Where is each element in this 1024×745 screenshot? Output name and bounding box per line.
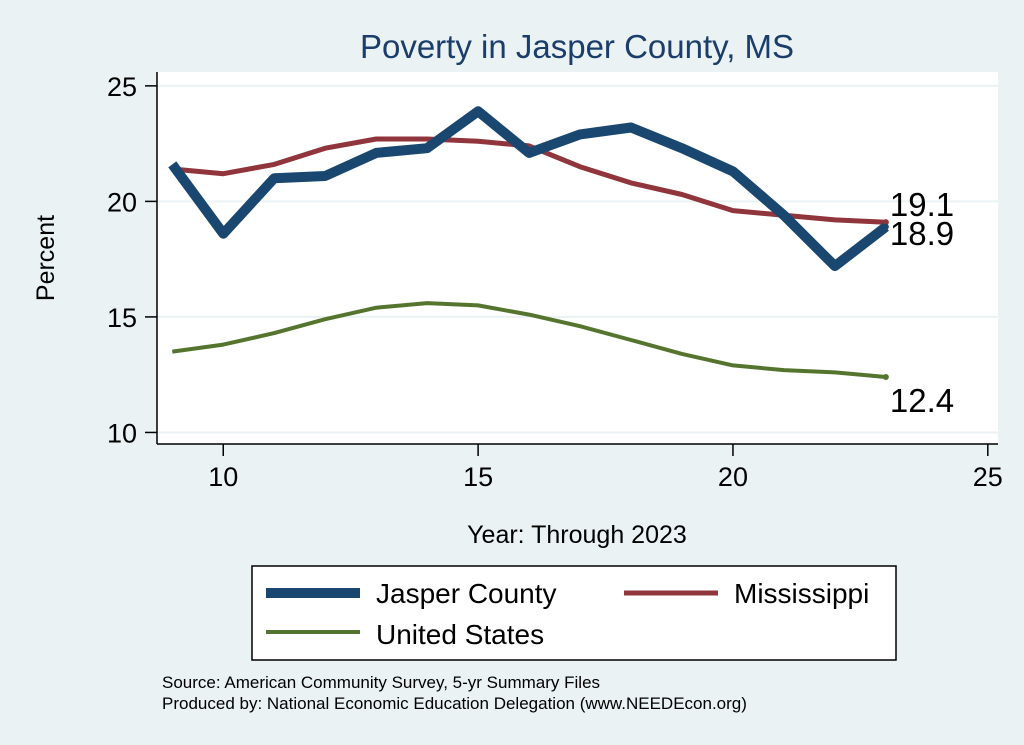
- legend-label-mississippi: Mississippi: [734, 578, 869, 609]
- chart-title: Poverty in Jasper County, MS: [360, 28, 794, 65]
- end-point-mississippi: [882, 219, 889, 226]
- y-axis-label: Percent: [32, 215, 60, 301]
- x-tick-label-15: 15: [463, 462, 493, 492]
- x-tick-label-10: 10: [208, 462, 238, 492]
- end-label-united-states: 12.4: [890, 382, 954, 419]
- legend-label-united-states: United States: [376, 619, 544, 650]
- legend: Jasper County Mississippi United States: [251, 565, 897, 661]
- end-label-mississippi: 19.1: [890, 186, 954, 223]
- y-tick-label-25: 25: [107, 72, 137, 102]
- x-tick-label-25: 25: [973, 462, 1003, 492]
- y-axis-ticks: 10 15 20 25: [107, 72, 157, 448]
- x-tick-label-20: 20: [718, 462, 748, 492]
- end-labels: 18.919.1 12.4: [890, 186, 954, 419]
- series-line-mississippi: [172, 136, 887, 225]
- end-point-united-states: [882, 373, 889, 380]
- x-axis-ticks: 10 15 20 25: [208, 444, 1003, 492]
- series-lines: [168, 106, 889, 380]
- legend-label-jasper-county: Jasper County: [376, 578, 557, 609]
- source-note: Source: American Community Survey, 5-yr …: [162, 673, 600, 692]
- produced-by-note: Produced by: National Economic Education…: [162, 694, 747, 713]
- plot-area: [157, 72, 998, 444]
- x-axis-label: Year: Through 2023: [467, 521, 687, 549]
- legend-box: [251, 565, 897, 661]
- end-point-jasper-county: [882, 223, 889, 230]
- series-line-jasper-county: [168, 106, 889, 272]
- y-tick-label-20: 20: [107, 187, 137, 217]
- y-tick-label-10: 10: [107, 418, 137, 448]
- end-label-jasper-county: 18.9: [890, 215, 954, 252]
- gridlines: [157, 84, 998, 434]
- series-line-united-states: [172, 301, 887, 379]
- y-tick-label-15: 15: [107, 303, 137, 333]
